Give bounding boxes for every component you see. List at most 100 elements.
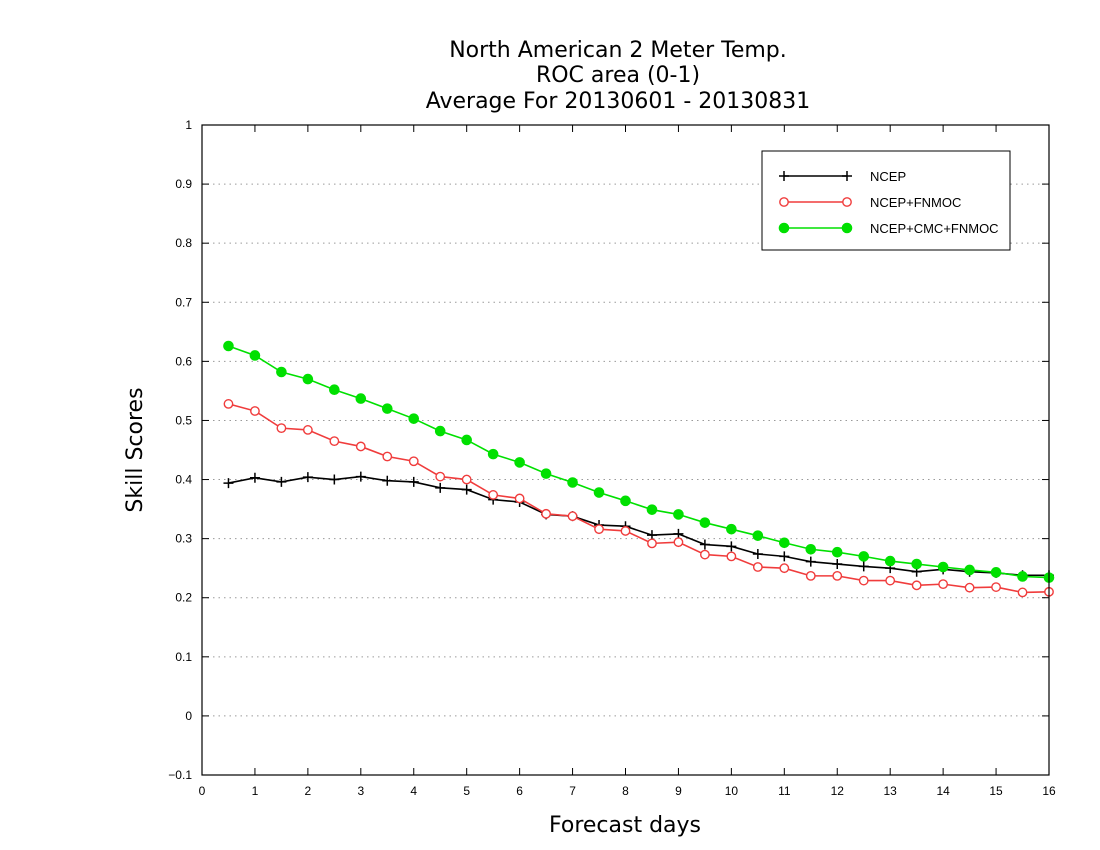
data-point-ncep-fnmoc — [302, 425, 313, 435]
legend-marker-ncep-cmc-fnmoc — [778, 222, 790, 234]
data-point-ncep-cmc-fnmoc — [223, 340, 234, 352]
data-point-ncep-cmc-fnmoc — [408, 413, 420, 424]
data-point-ncep-fnmoc — [250, 406, 260, 416]
data-point-ncep-cmc-fnmoc — [620, 495, 631, 507]
x-tick-label: 13 — [884, 784, 898, 798]
data-point-ncep-fnmoc — [488, 490, 499, 500]
y-tick-label: −0.1 — [168, 768, 192, 782]
data-point-ncep-fnmoc — [858, 575, 869, 586]
x-tick-label: 5 — [463, 784, 470, 798]
x-tick-label: 6 — [516, 784, 523, 798]
data-point-ncep-fnmoc — [779, 563, 790, 574]
series-line-ncep-cmc-fnmoc — [228, 345, 1050, 579]
gridlines — [202, 183, 1049, 717]
data-point-ncep — [302, 472, 313, 483]
data-point-ncep-fnmoc — [276, 423, 287, 434]
data-point-ncep — [673, 528, 684, 539]
legend-marker-ncep-cmc-fnmoc — [841, 222, 853, 234]
x-tick-label: 15 — [989, 784, 1003, 798]
series-layer — [223, 340, 1055, 598]
data-point-ncep-fnmoc — [461, 474, 472, 485]
data-point-ncep-fnmoc — [594, 524, 604, 535]
y-tick-label: 0.5 — [175, 413, 192, 427]
series-ncep-cmc-fnmoc — [223, 340, 1055, 583]
data-point-ncep-fnmoc — [408, 456, 419, 467]
data-point-ncep-cmc-fnmoc — [779, 537, 790, 549]
data-point-ncep-cmc-fnmoc — [831, 546, 843, 558]
data-point-ncep-cmc-fnmoc — [329, 384, 340, 396]
legend-label-ncep-fnmoc: NCEP+FNMOC — [870, 195, 961, 210]
legend-marker-ncep-fnmoc — [842, 197, 852, 207]
data-point-ncep-cmc-fnmoc — [461, 434, 472, 446]
data-point-ncep-cmc-fnmoc — [884, 555, 896, 567]
data-point-ncep-fnmoc — [620, 526, 631, 536]
y-axis-ticks: −0.1 0 0.1 0.2 0.3 0.4 0.5 0.6 0.7 0.8 0.9 1 — [168, 118, 1049, 782]
data-point-ncep-cmc-fnmoc — [858, 551, 870, 562]
data-point-ncep-fnmoc — [700, 549, 710, 560]
y-tick-label: 0.2 — [175, 591, 192, 605]
data-point-ncep — [382, 475, 393, 486]
chart-title-line-1: North American 2 Meter Temp. — [449, 38, 787, 63]
data-point-ncep-cmc-fnmoc — [249, 350, 261, 361]
data-point-ncep-fnmoc — [885, 575, 896, 586]
y-tick-label: 0.8 — [175, 236, 192, 250]
y-tick-label: 0 — [185, 709, 192, 723]
chart-titles: North American 2 Meter Temp. ROC area (0… — [426, 38, 811, 114]
data-point-ncep-fnmoc — [647, 538, 657, 549]
data-point-ncep — [752, 549, 763, 559]
data-point-ncep-cmc-fnmoc — [276, 366, 287, 378]
data-point-ncep-cmc-fnmoc — [752, 530, 764, 541]
chart-title-line-2: ROC area (0-1) — [536, 63, 700, 88]
data-point-ncep-cmc-fnmoc — [699, 517, 711, 528]
series-line-ncep-fnmoc — [228, 403, 1050, 594]
data-point-ncep — [223, 478, 234, 489]
y-tick-label: 0.7 — [175, 295, 192, 309]
data-point-ncep-cmc-fnmoc — [937, 561, 949, 573]
y-tick-label: 0.4 — [175, 473, 192, 487]
chart-title-line-3: Average For 20130601 - 20130831 — [426, 89, 811, 114]
data-point-ncep-cmc-fnmoc — [726, 523, 737, 535]
data-point-ncep-cmc-fnmoc — [514, 457, 525, 468]
data-point-ncep — [249, 472, 260, 483]
data-point-ncep-cmc-fnmoc — [302, 373, 314, 385]
data-point-ncep-cmc-fnmoc — [964, 564, 975, 576]
series-line-ncep — [228, 475, 1049, 577]
data-point-ncep-cmc-fnmoc — [911, 558, 922, 570]
data-point-ncep — [461, 484, 472, 495]
data-point-ncep — [435, 482, 446, 493]
legend-marker-ncep — [779, 171, 789, 181]
y-tick-label: 0.6 — [175, 354, 192, 368]
data-point-ncep — [699, 539, 710, 550]
x-tick-label: 16 — [1042, 784, 1056, 798]
series-ncep — [223, 471, 1054, 581]
y-tick-label: 0.9 — [175, 177, 192, 191]
x-tick-label: 2 — [305, 784, 312, 798]
data-point-ncep — [646, 530, 657, 541]
data-point-ncep-fnmoc — [329, 436, 340, 447]
y-tick-label: 0.3 — [175, 532, 192, 546]
data-point-ncep-fnmoc — [435, 471, 446, 482]
data-point-ncep-fnmoc — [991, 582, 1001, 592]
series-ncep-fnmoc — [223, 399, 1054, 598]
legend-label-ncep: NCEP — [870, 169, 906, 184]
x-tick-label: 11 — [778, 784, 791, 798]
data-point-ncep-fnmoc — [382, 451, 393, 462]
legend: NCEP NCEP+FNMOC NCEP+CMC+FNMOC — [761, 150, 1011, 251]
data-point-ncep — [408, 476, 419, 487]
y-tick-label: 1 — [185, 118, 192, 132]
data-point-ncep-fnmoc — [1017, 587, 1028, 598]
plot-frame — [201, 124, 1050, 776]
data-point-ncep-fnmoc — [832, 570, 843, 581]
legend-box — [761, 150, 1011, 251]
data-point-ncep-fnmoc — [752, 562, 763, 572]
x-tick-label: 3 — [357, 784, 364, 798]
data-point-ncep-cmc-fnmoc — [540, 468, 552, 479]
data-point-ncep-fnmoc — [964, 582, 975, 593]
x-tick-label: 0 — [199, 784, 206, 798]
data-point-ncep — [779, 551, 790, 562]
data-point-ncep-fnmoc — [673, 537, 684, 548]
x-axis-label: Forecast days — [549, 813, 701, 838]
data-point-ncep-cmc-fnmoc — [990, 567, 1002, 578]
x-tick-label: 9 — [675, 784, 682, 798]
